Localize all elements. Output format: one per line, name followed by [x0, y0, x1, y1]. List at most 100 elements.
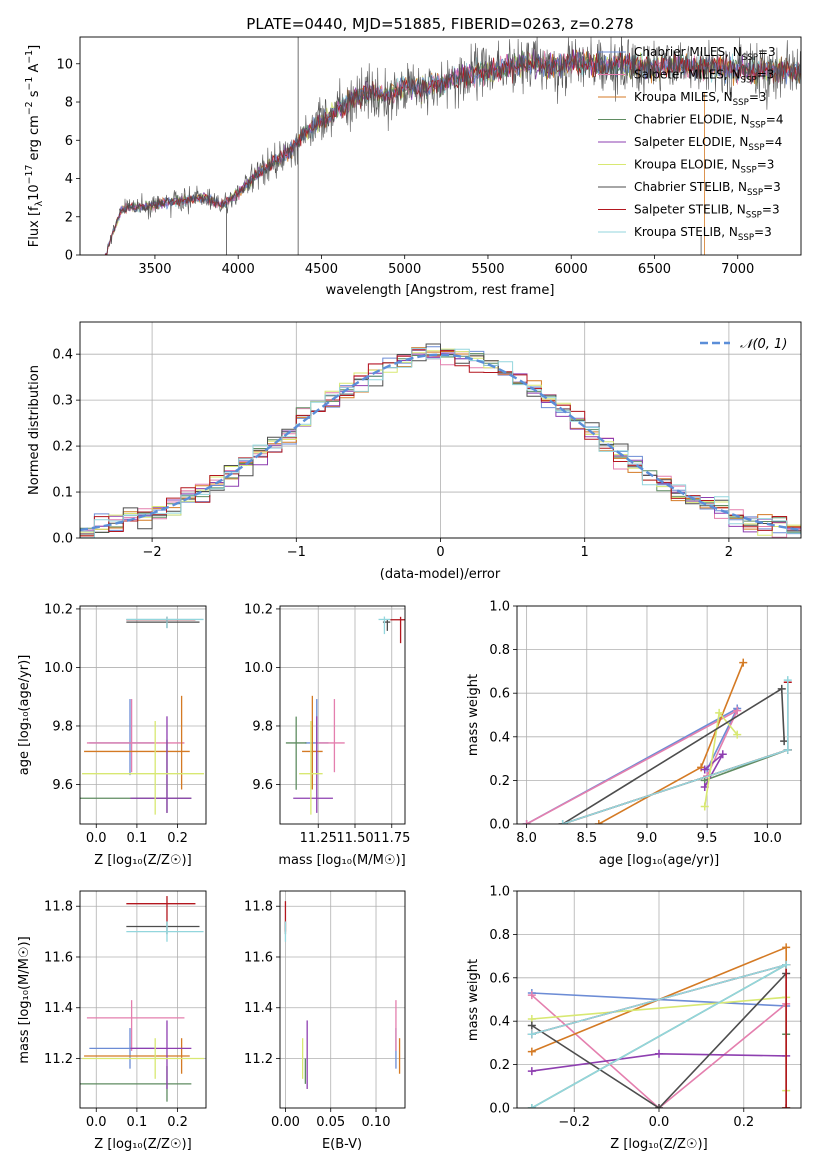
x-tick-label: 4000	[222, 262, 255, 277]
x-tick-label: 5000	[388, 262, 421, 277]
weight-marker-kroupa-miles	[739, 658, 748, 667]
x-axis-label: Z [log₁₀(Z/Z☉)]	[94, 1137, 191, 1152]
grid	[280, 606, 405, 824]
y-tick-label: 11.2	[244, 1052, 273, 1067]
y-tick-label: 2	[65, 210, 73, 225]
weight-marker-salpeter-elodie	[718, 750, 727, 759]
axes-frame	[279, 890, 406, 1109]
x-axis-label: (data-model)/error	[380, 567, 501, 582]
legend-label: Kroupa MILES, NSSP=3	[634, 90, 767, 108]
x-tick-label: 7000	[721, 262, 754, 277]
y-tick-label: 0.4	[489, 730, 510, 745]
axes-frame	[516, 605, 802, 825]
y-axis-label: Flux [fλ10−17 erg cm−2 s−1 A−1]	[24, 45, 45, 247]
y-tick-label: 9.6	[52, 778, 73, 793]
y-axis-label: age [log₁₀(age/yr)]	[17, 655, 32, 776]
axes-frame	[79, 605, 207, 825]
figure-title: PLATE=0440, MJD=51885, FIBERID=0263, z=0…	[246, 15, 633, 33]
x-axis-label: E(B-V)	[322, 1137, 362, 1152]
weight-marker-kroupa-stelib	[783, 676, 792, 685]
axes-frame	[79, 890, 207, 1109]
x-tick-label: 5500	[471, 262, 504, 277]
x-tick-label: 6500	[638, 262, 671, 277]
y-tick-label: 11.4	[244, 1001, 273, 1016]
mass-z-panel: 0.0 0.1 0.2 11.2 11.4 11.6 11.8 Z [log₁₀(Z/Z☉)]…	[17, 890, 207, 1152]
legend-label: 𝒩(0, 1)	[740, 337, 787, 352]
y-tick-label: 8	[65, 96, 73, 111]
weight-marker-salpeter-elodie	[527, 1067, 536, 1076]
y-axis-label: mass weight	[466, 959, 481, 1041]
x-tick-label: 0.2	[733, 1115, 754, 1130]
x-tick-label: −1	[287, 545, 306, 560]
x-tick-label: 0	[436, 545, 444, 560]
y-tick-label: 0.6	[489, 687, 510, 702]
y-tick-label: 6	[65, 134, 73, 149]
weight-marker-salpeter-stelib	[782, 1104, 791, 1108]
y-tick-label: 0.3	[52, 394, 73, 409]
y-tick-label: 0.0	[52, 532, 73, 547]
x-tick-label: 0.0	[649, 1115, 670, 1130]
spectrum-salpeter-stelib	[104, 49, 801, 255]
legend-label: Salpeter ELODIE, NSSP=4	[634, 135, 782, 153]
x-tick-label: 11.75	[373, 831, 410, 846]
x-tick-label: 11.50	[336, 831, 373, 846]
y-tick-label: 0	[65, 249, 73, 264]
x-tick-label: 0.0	[86, 831, 107, 846]
weight-marker-chabrier-stelib	[527, 1021, 536, 1030]
weight-marker-kroupa-elodie	[715, 708, 724, 717]
y-tick-label: 0.2	[489, 1058, 510, 1073]
y-tick-label: 11.4	[44, 1001, 73, 1016]
y-tick-label: 0.8	[489, 928, 510, 943]
weight-marker-salpeter-miles	[527, 991, 536, 1000]
x-tick-label: 11.25	[300, 831, 337, 846]
y-tick-label: 10.2	[44, 602, 73, 617]
age-z-panel: 0.0 0.1 0.2 9.6 9.8 10.0 10.2 Z [log₁₀(Z/Z☉)] ag…	[17, 602, 207, 868]
weight-marker-salpeter-elodie	[700, 765, 709, 774]
y-tick-label: 0.1	[52, 486, 73, 501]
weight-z-panel: −0.2 0.0 0.2 0.0 0.2 0.4 0.6 0.8 1.0 Z [log₁₀(Z/Z…	[466, 885, 802, 1152]
legend-label: Kroupa ELODIE, NSSP=3	[634, 158, 774, 176]
x-tick-label: 0.2	[167, 1115, 188, 1130]
weight-marker-chabrier-stelib	[777, 684, 786, 693]
spectrum-panel: 3500 4000 4500 5000 5500 6000 6500 7000 0 2 4 6 8 10 w…	[24, 36, 802, 298]
weight-marker-kroupa-stelib	[527, 1030, 536, 1039]
plot-area	[522, 658, 792, 824]
weight-marker-chabrier-stelib	[780, 737, 789, 746]
y-tick-label: 0.4	[489, 1015, 510, 1030]
y-tick-label: 0.2	[52, 440, 73, 455]
axes-frame	[516, 890, 802, 1109]
plot-area	[104, 37, 801, 255]
y-tick-label: 4	[65, 172, 73, 187]
y-axis-label: mass [log₁₀(M/M☉)]	[17, 936, 32, 1063]
y-tick-label: 9.8	[52, 719, 73, 734]
x-axis-label: Z [log₁₀(Z/Z☉)]	[610, 1137, 707, 1152]
plot-area	[80, 896, 204, 1102]
weight-marker-salpeter-elodie	[655, 1049, 663, 1058]
plot-area	[527, 943, 791, 1108]
weight-marker-chabrier-stelib	[655, 1104, 663, 1108]
x-tick-label: 1	[581, 545, 589, 560]
x-tick-label: 9.0	[637, 831, 658, 846]
weight-age-panel: 8.0 8.5 9.0 9.5 10.0 0.0 0.2 0.4 0.6 0.8 1.0 age [l…	[466, 600, 802, 868]
axes-frame	[279, 605, 406, 825]
x-tick-label: 9.5	[697, 831, 718, 846]
weight-marker-kroupa-stelib	[558, 820, 567, 824]
weight-line-salpeter-miles	[531, 994, 787, 1108]
x-tick-label: 0.2	[167, 831, 188, 846]
x-tick-label: −0.2	[558, 1115, 590, 1130]
y-tick-label: 10.0	[44, 661, 73, 676]
x-axis-label: mass [log₁₀(M/M☉)]	[278, 853, 405, 868]
legend-label: Chabrier ELODIE, NSSP=4	[634, 113, 783, 131]
weight-marker-kroupa-miles	[594, 820, 603, 824]
age-mass-panel: 11.25 11.50 11.75 9.6 9.8 10.0 10.2 mass [log₁₀…	[244, 602, 410, 868]
plot-area	[80, 343, 801, 538]
weight-marker-kroupa-elodie	[733, 730, 742, 739]
spectrum-chabrier-stelib	[104, 37, 801, 255]
grid	[80, 606, 206, 824]
normal-curve	[80, 353, 801, 532]
legend-label: Salpeter MILES, NSSP=3	[634, 68, 774, 86]
legend: Chabrier MILES, NSSP=3 Salpeter MILES, NS…	[598, 45, 783, 243]
y-tick-label: 0.8	[489, 643, 510, 658]
y-tick-label: 0.0	[489, 1102, 510, 1117]
plot-area	[284, 901, 401, 1089]
